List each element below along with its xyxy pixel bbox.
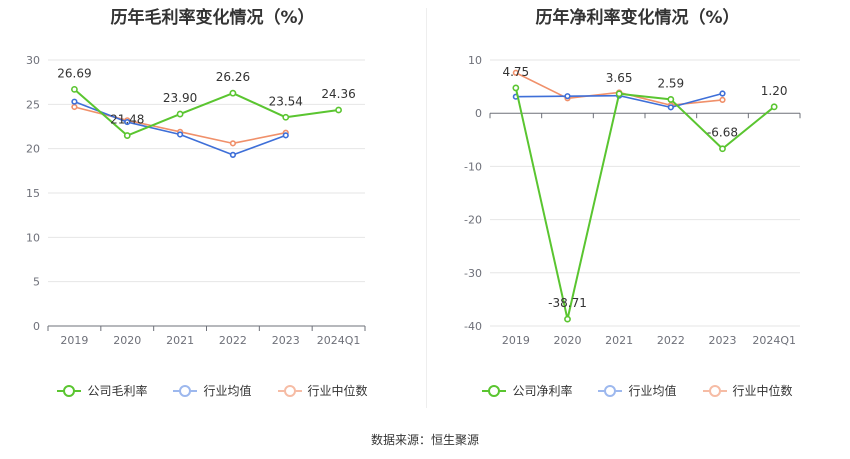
- x-tick-label: 2023: [272, 334, 300, 347]
- y-tick-label: 10: [468, 54, 482, 67]
- data-label: 4.75: [502, 65, 529, 79]
- legend-item-industry-avg[interactable]: 行业均值: [173, 382, 252, 399]
- gross-margin-chart: 0 5 10 15 20 25 30 2019 2020 2021 2022 2023 2024Q1 26…: [26, 54, 366, 347]
- legend-item-industry-avg[interactable]: 行业均值: [598, 382, 677, 399]
- data-point-company: [123, 132, 131, 139]
- data-point-industry_avg: [176, 131, 184, 138]
- y-tick-label: 30: [26, 54, 40, 67]
- y-tick-label: 20: [26, 143, 40, 156]
- y-tick-label: -40: [464, 320, 482, 333]
- legend-marker-industry-median: [702, 384, 727, 397]
- series-line-company: [73, 88, 339, 137]
- legend-label: 公司毛利率: [87, 384, 148, 398]
- legend-item-company-gross-margin[interactable]: 公司毛利率: [57, 382, 147, 399]
- data-point-company: [719, 145, 726, 153]
- data-point-industry_median: [719, 96, 726, 103]
- x-tick-label: 2020: [554, 334, 582, 347]
- panel-divider: [426, 8, 427, 408]
- data-point-company: [282, 113, 290, 121]
- y-tick-label: 15: [26, 187, 40, 200]
- data-point-company: [176, 110, 184, 118]
- y-tick-label: -10: [464, 160, 482, 173]
- data-point-company: [512, 84, 520, 92]
- data-point-industry_avg: [564, 93, 571, 100]
- legend-label: 行业中位数: [732, 384, 793, 398]
- x-tick-label: 2022: [657, 334, 685, 347]
- x-tick-label: 2023: [709, 334, 737, 347]
- x-tick-label: 2021: [605, 334, 633, 347]
- data-point-industry_median: [512, 69, 519, 76]
- gross-margin-chart-title: 历年毛利率变化情况（%）: [110, 8, 315, 28]
- data-point-industry_avg: [71, 98, 78, 105]
- x-tick-label: 2024Q1: [317, 334, 361, 347]
- data-point-industry_avg: [124, 118, 131, 126]
- x-tick-label: 2019: [502, 334, 530, 347]
- y-tick-label: -30: [464, 267, 482, 280]
- data-point-industry_median: [229, 140, 237, 147]
- y-tick-label: 0: [33, 320, 40, 333]
- data-label: 24.36: [321, 87, 355, 101]
- data-point-company: [71, 85, 78, 93]
- data-source-note: 数据来源：恒生聚源: [370, 433, 479, 447]
- data-label: 21.48: [110, 113, 144, 127]
- y-tick-label: 5: [33, 276, 40, 289]
- data-point-company: [335, 106, 342, 114]
- y-tick-label: 0: [475, 107, 482, 120]
- data-label: 1.20: [761, 84, 788, 98]
- legend-label: 公司净利率: [512, 384, 573, 398]
- net-margin-chart-title: 历年净利率变化情况（%）: [535, 8, 740, 28]
- x-tick-label: 2019: [60, 334, 88, 347]
- data-point-industry_avg: [282, 132, 289, 139]
- x-tick-label: 2021: [166, 334, 194, 347]
- legend-label: 行业均值: [203, 384, 252, 398]
- data-point-industry_avg: [229, 151, 237, 158]
- data-point-industry_avg: [719, 90, 726, 97]
- gross-margin-chart-panel: 历年毛利率变化情况（%） 0 5 10 15 20 25 30 2019 2020 2021 202…: [0, 0, 425, 420]
- data-point-company: [564, 315, 571, 323]
- data-label: 3.65: [606, 71, 633, 85]
- data-point-company: [667, 96, 675, 103]
- y-tick-label: -20: [464, 214, 482, 227]
- series-line-industry_avg: [74, 100, 287, 156]
- legend-marker-industry-avg: [598, 384, 623, 397]
- data-label: 2.59: [657, 76, 684, 90]
- x-tick-label: 2020: [113, 334, 141, 347]
- x-tick-label: 2022: [219, 334, 247, 347]
- net-margin-chart-panel: 历年净利率变化情况（%） -40 -30 -20 -10 0 10 2019 2020 2021…: [425, 0, 850, 420]
- data-point-company: [229, 89, 237, 97]
- net-margin-legend: 公司净利率 行业均值 行业中位数: [425, 382, 850, 399]
- data-label: 26.69: [57, 66, 91, 80]
- data-label: 23.54: [269, 94, 303, 108]
- legend-label: 行业均值: [628, 384, 677, 398]
- data-label: 26.26: [216, 70, 250, 84]
- legend-label: 行业中位数: [307, 384, 368, 398]
- legend-item-industry-median[interactable]: 行业中位数: [277, 382, 368, 399]
- series-line-company: [514, 87, 775, 321]
- net-margin-chart: -40 -30 -20 -10 0 10 2019 2020 2021 2022 2023 2024Q…: [464, 54, 801, 347]
- data-label: -38.71: [548, 296, 587, 310]
- y-tick-label: 10: [26, 231, 40, 244]
- legend-item-industry-median[interactable]: 行业中位数: [702, 382, 793, 399]
- data-point-company: [770, 103, 778, 111]
- y-tick-label: 25: [26, 98, 40, 111]
- legend-marker-company: [482, 384, 507, 397]
- legend-marker-industry-avg: [173, 384, 198, 397]
- gross-margin-legend: 公司毛利率 行业均值 行业中位数: [0, 382, 425, 399]
- legend-marker-industry-median: [277, 384, 302, 397]
- x-tick-label: 2024Q1: [752, 334, 796, 347]
- data-point-industry_avg: [667, 104, 674, 111]
- data-label: -6.68: [707, 126, 738, 140]
- legend-item-company-net-margin[interactable]: 公司净利率: [482, 382, 572, 399]
- legend-marker-company: [57, 384, 82, 397]
- data-point-industry_median: [71, 103, 78, 111]
- data-label: 23.90: [163, 91, 197, 105]
- data-point-company: [615, 90, 623, 98]
